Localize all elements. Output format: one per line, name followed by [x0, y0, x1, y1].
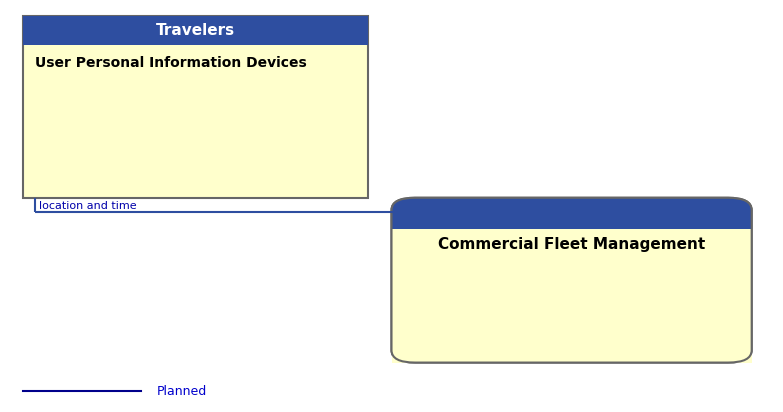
Text: location and time: location and time [39, 201, 137, 211]
FancyBboxPatch shape [392, 198, 752, 363]
FancyBboxPatch shape [23, 16, 368, 198]
FancyBboxPatch shape [23, 16, 368, 45]
Text: Commercial Fleet Management: Commercial Fleet Management [438, 237, 705, 252]
FancyBboxPatch shape [392, 198, 752, 363]
Text: Travelers: Travelers [156, 23, 236, 38]
FancyBboxPatch shape [392, 229, 752, 363]
Text: User Personal Information Devices: User Personal Information Devices [35, 56, 307, 70]
Text: Planned: Planned [157, 385, 207, 398]
